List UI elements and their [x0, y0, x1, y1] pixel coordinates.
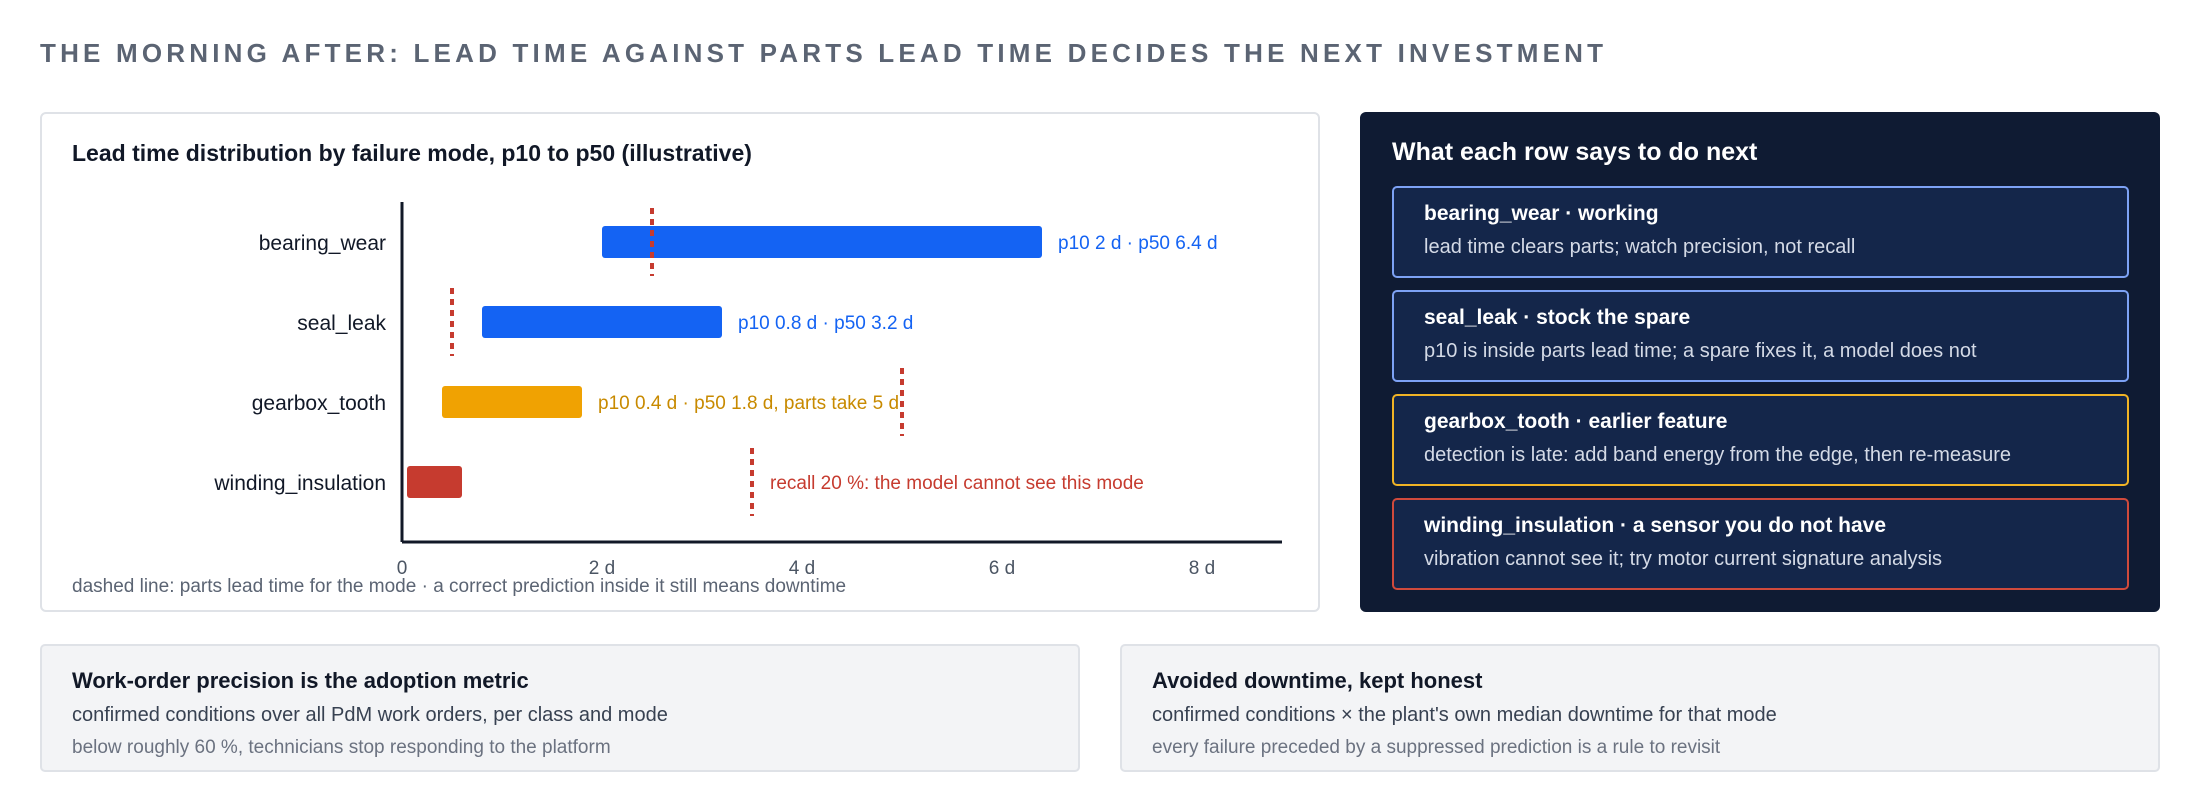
bar-data-label: p10 0.4 d · p50 1.8 d, parts take 5 d: [598, 393, 899, 414]
category-label: gearbox_tooth: [252, 392, 386, 415]
page-headline: THE MORNING AFTER: LEAD TIME AGAINST PAR…: [40, 38, 1608, 68]
info-title: Work-order precision is the adoption met…: [72, 668, 529, 693]
advice-card-winding-insulation: winding_insulation · a sensor you do not…: [1392, 498, 2129, 590]
advice-card-bearing-wear: bearing_wear · working lead time clears …: [1392, 186, 2129, 278]
x-tick-label: 6 d: [989, 558, 1015, 579]
chart-note: dashed line: parts lead time for the mod…: [72, 576, 847, 597]
advice-body: detection is late: add band energy from …: [1424, 444, 2012, 466]
x-tick-label: 8 d: [1189, 558, 1215, 579]
chart-plot-group: 0 2 d 4 d 6 d 8 d bearing_wear p10 2 d · p50 6…: [213, 202, 1282, 579]
advice-heading: seal_leak · stock the spare: [1424, 306, 1691, 329]
advice-card-gearbox-tooth: gearbox_tooth · earlier feature detectio…: [1392, 394, 2129, 486]
lead-time-bar: [482, 306, 722, 338]
next-steps-panel: What each row says to do next bearing_we…: [1360, 112, 2160, 612]
info-subline: every failure preceded by a suppressed p…: [1152, 737, 1721, 758]
advice-card-seal-leak: seal_leak · stock the spare p10 is insid…: [1392, 290, 2129, 382]
lead-time-bar: [602, 226, 1042, 258]
bar-data-label: recall 20 %: the model cannot see this m…: [770, 473, 1144, 494]
lead-time-chart-card: Lead time distribution by failure mode, …: [40, 112, 1320, 612]
advice-body: lead time clears parts; watch precision,…: [1424, 236, 1856, 258]
x-tick-label: 0: [397, 558, 408, 579]
bar-data-label: p10 0.8 d · p50 3.2 d: [738, 313, 913, 334]
info-card-downtime: Avoided downtime, kept honest confirmed …: [1120, 644, 2160, 772]
lead-time-chart: 0 2 d 4 d 6 d 8 d bearing_wear p10 2 d · p50 6…: [213, 202, 1282, 579]
lead-time-bar: [442, 386, 582, 418]
advice-heading: winding_insulation · a sensor you do not…: [1424, 514, 1887, 537]
advice-heading: bearing_wear · working: [1424, 202, 1659, 225]
advice-heading: gearbox_tooth · earlier feature: [1424, 410, 1728, 433]
next-steps-title: What each row says to do next: [1392, 138, 1758, 166]
lead-time-bar: [407, 466, 462, 498]
category-label: seal_leak: [297, 312, 386, 335]
category-label: winding_insulation: [213, 472, 386, 495]
x-tick-label: 4 d: [789, 558, 815, 579]
info-subline: below roughly 60 %, technicians stop res…: [72, 737, 611, 758]
info-line: confirmed conditions over all PdM work o…: [72, 704, 668, 726]
info-card-precision: Work-order precision is the adoption met…: [40, 644, 1080, 772]
info-title: Avoided downtime, kept honest: [1152, 668, 1483, 693]
x-tick-label: 2 d: [589, 558, 615, 579]
advice-body: vibration cannot see it; try motor curre…: [1424, 548, 1943, 570]
advice-body: p10 is inside parts lead time; a spare f…: [1424, 340, 1977, 362]
bar-data-label: p10 2 d · p50 6.4 d: [1058, 233, 1218, 254]
category-label: bearing_wear: [259, 232, 386, 255]
info-line: confirmed conditions × the plant's own m…: [1152, 704, 1777, 726]
chart-title: Lead time distribution by failure mode, …: [72, 140, 752, 166]
